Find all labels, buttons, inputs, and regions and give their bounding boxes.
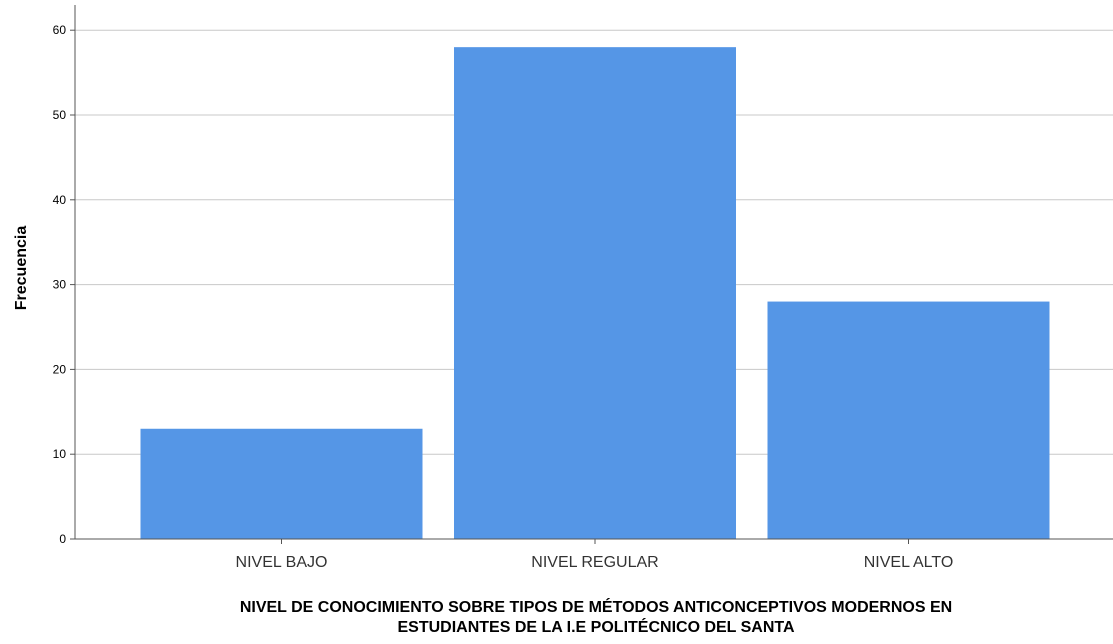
y-tick-label: 0 (59, 532, 66, 546)
y-tick-label: 10 (53, 447, 67, 461)
bar-nivel-alto (767, 301, 1050, 539)
x-axis-label-line-1: NIVEL DE CONOCIMIENTO SOBRE TIPOS DE MÉT… (240, 597, 952, 616)
y-tick-labels: 0 10 20 30 40 50 60 (53, 23, 75, 546)
x-tick-label: NIVEL BAJO (236, 554, 328, 571)
x-tick-label: NIVEL ALTO (864, 554, 954, 571)
bars (140, 47, 1050, 539)
y-tick-label: 30 (53, 278, 67, 292)
y-tick-label: 40 (53, 193, 67, 207)
x-tick-labels: NIVEL BAJO NIVEL REGULAR NIVEL ALTO (236, 539, 954, 571)
bar-nivel-regular (454, 47, 736, 539)
y-tick-label: 60 (53, 23, 67, 37)
y-tick-label: 20 (53, 362, 67, 376)
y-axis-label: Frecuencia (13, 226, 30, 311)
y-tick-label: 50 (53, 108, 67, 122)
bar-nivel-bajo (140, 428, 423, 539)
x-tick-label: NIVEL REGULAR (531, 554, 658, 571)
x-axis-label-line-2: ESTUDIANTES DE LA I.E POLITÉCNICO DEL SA… (397, 617, 795, 636)
